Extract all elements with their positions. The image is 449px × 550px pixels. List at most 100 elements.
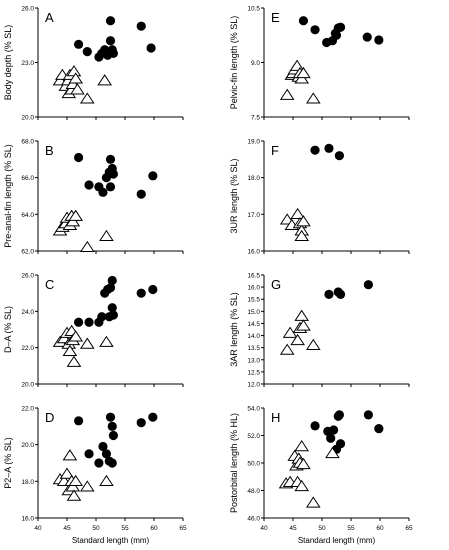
filled-circle-point <box>98 441 108 452</box>
y-tick-label: 17.0 <box>247 212 260 219</box>
open-triangle-point <box>279 88 295 100</box>
filled-circle-point <box>82 47 92 57</box>
open-triangle-point <box>290 207 305 220</box>
y-tick-label: 20.0 <box>21 382 34 389</box>
filled-circle-point <box>105 283 116 293</box>
panel-E: 7.5 9.0 10.5 Pelvic-fin length (% SL) E <box>229 6 410 122</box>
filled-circle-point <box>148 284 158 295</box>
panel-letter: H <box>271 410 280 425</box>
y-tick-label: 26.0 <box>21 273 34 280</box>
y-axis-label: Pre-anal-fin length (% SL) <box>3 144 13 248</box>
filled-circle-point <box>310 421 320 431</box>
filled-circle-point <box>374 35 384 45</box>
filled-circle-point <box>105 36 116 46</box>
filled-circle-point <box>136 418 146 428</box>
open-triangle-point <box>68 330 84 342</box>
open-triangle-point <box>65 480 81 492</box>
filled-circle-point <box>107 421 117 431</box>
open-triangle-point <box>279 343 295 355</box>
filled-circle-point <box>101 449 112 459</box>
y-axis-label: 3UR length (% SL) <box>229 158 239 233</box>
y-axis-label: Postorbital length (% HL) <box>229 413 239 513</box>
y-tick-label: 15.5 <box>247 297 260 304</box>
filled-circle-point <box>105 154 116 164</box>
y-axis-label: Pelvic-fin length (% SL) <box>229 16 239 110</box>
y-tick-label: 19.0 <box>247 139 260 146</box>
x-tick-label: 50 <box>318 525 326 532</box>
y-tick-label: 23.0 <box>21 60 34 67</box>
y-tick-label: 62.0 <box>21 249 34 256</box>
open-triangle-point <box>305 496 321 508</box>
open-triangle-point <box>59 467 75 479</box>
filled-circle-point <box>148 412 158 422</box>
filled-circle-point <box>98 187 108 197</box>
filled-circle-point <box>335 439 346 449</box>
filled-circle-point <box>335 22 346 32</box>
y-tick-label: 16.0 <box>21 516 34 523</box>
y-tick-label: 16.5 <box>247 273 260 280</box>
open-triangle-point <box>65 215 81 227</box>
y-tick-label: 52.0 <box>247 433 260 440</box>
filled-circle-point <box>326 433 336 443</box>
filled-circle-point <box>97 312 107 322</box>
open-triangle-point <box>79 480 95 492</box>
filled-circle-point <box>335 289 346 299</box>
filled-circle-point <box>108 310 118 320</box>
filled-circle-point <box>94 458 104 468</box>
y-tick-label: 18.0 <box>21 479 34 486</box>
y-tick-label: 13.5 <box>247 345 260 352</box>
y-axis-label: P2–A (% SL) <box>3 437 13 489</box>
y-tick-label: 48.0 <box>247 488 260 495</box>
open-triangle-point <box>99 474 114 487</box>
open-triangle-point <box>294 309 310 321</box>
filled-circle-point <box>331 30 342 40</box>
y-tick-label: 46.0 <box>247 516 260 523</box>
y-tick-label: 12.0 <box>247 382 260 389</box>
y-tick-label: 26.0 <box>21 6 34 13</box>
panel-letter: E <box>271 10 280 25</box>
y-axis-label: 3AR length (% SL) <box>229 292 239 367</box>
x-tick-label: 50 <box>92 525 100 532</box>
panel-C: 20.0 22.0 24.0 26.0 D–A (% SL) C <box>3 273 184 389</box>
filled-circle-point <box>84 317 94 327</box>
x-tick-label: 60 <box>376 525 384 532</box>
x-tick-label: 65 <box>179 525 187 532</box>
panel-H: 46.0 48.0 50.0 52.0 54.0 40 45 50 55 60 65 Standard… <box>229 406 413 546</box>
y-tick-label: 12.5 <box>247 369 260 376</box>
filled-circle-point <box>324 289 334 299</box>
filled-circle-point <box>108 169 118 179</box>
open-triangle-point <box>294 229 310 242</box>
filled-circle-point <box>148 171 158 181</box>
open-triangle-point <box>99 335 114 347</box>
y-tick-label: 16.0 <box>247 249 260 256</box>
y-tick-label: 14.5 <box>247 321 260 328</box>
filled-circle-point <box>136 21 146 31</box>
open-triangle-point <box>68 209 84 221</box>
panel-letter: D <box>45 410 54 425</box>
y-tick-label: 15.0 <box>247 309 260 316</box>
panel-letter: A <box>45 10 54 25</box>
filled-circle-point <box>107 275 117 286</box>
x-axis-label: Standard length (mm) <box>72 536 150 545</box>
filled-circle-point <box>310 145 320 155</box>
open-triangle-point <box>68 474 84 487</box>
y-tick-label: 22.0 <box>21 406 34 413</box>
panel-B: 62.0 64.0 66.0 68.0 Pre-anal-fin length (% S… <box>3 139 184 256</box>
open-triangle-point <box>325 446 340 459</box>
y-axis-label: Body depth (% SL) <box>3 25 13 101</box>
x-tick-label: 40 <box>260 525 268 532</box>
x-tick-label: 55 <box>121 525 129 532</box>
filled-circle-point <box>107 303 117 313</box>
filled-circle-point <box>84 180 94 190</box>
y-tick-label: 20.0 <box>21 442 34 449</box>
filled-circle-point <box>105 182 116 192</box>
y-tick-label: 13.0 <box>247 357 260 364</box>
open-triangle-point <box>70 83 85 95</box>
open-triangle-point <box>294 439 310 452</box>
filled-circle-point <box>105 16 116 26</box>
x-tick-label: 60 <box>150 525 158 532</box>
filled-circle-point <box>107 458 117 468</box>
open-triangle-point <box>66 355 82 367</box>
y-tick-label: 18.0 <box>247 175 260 182</box>
